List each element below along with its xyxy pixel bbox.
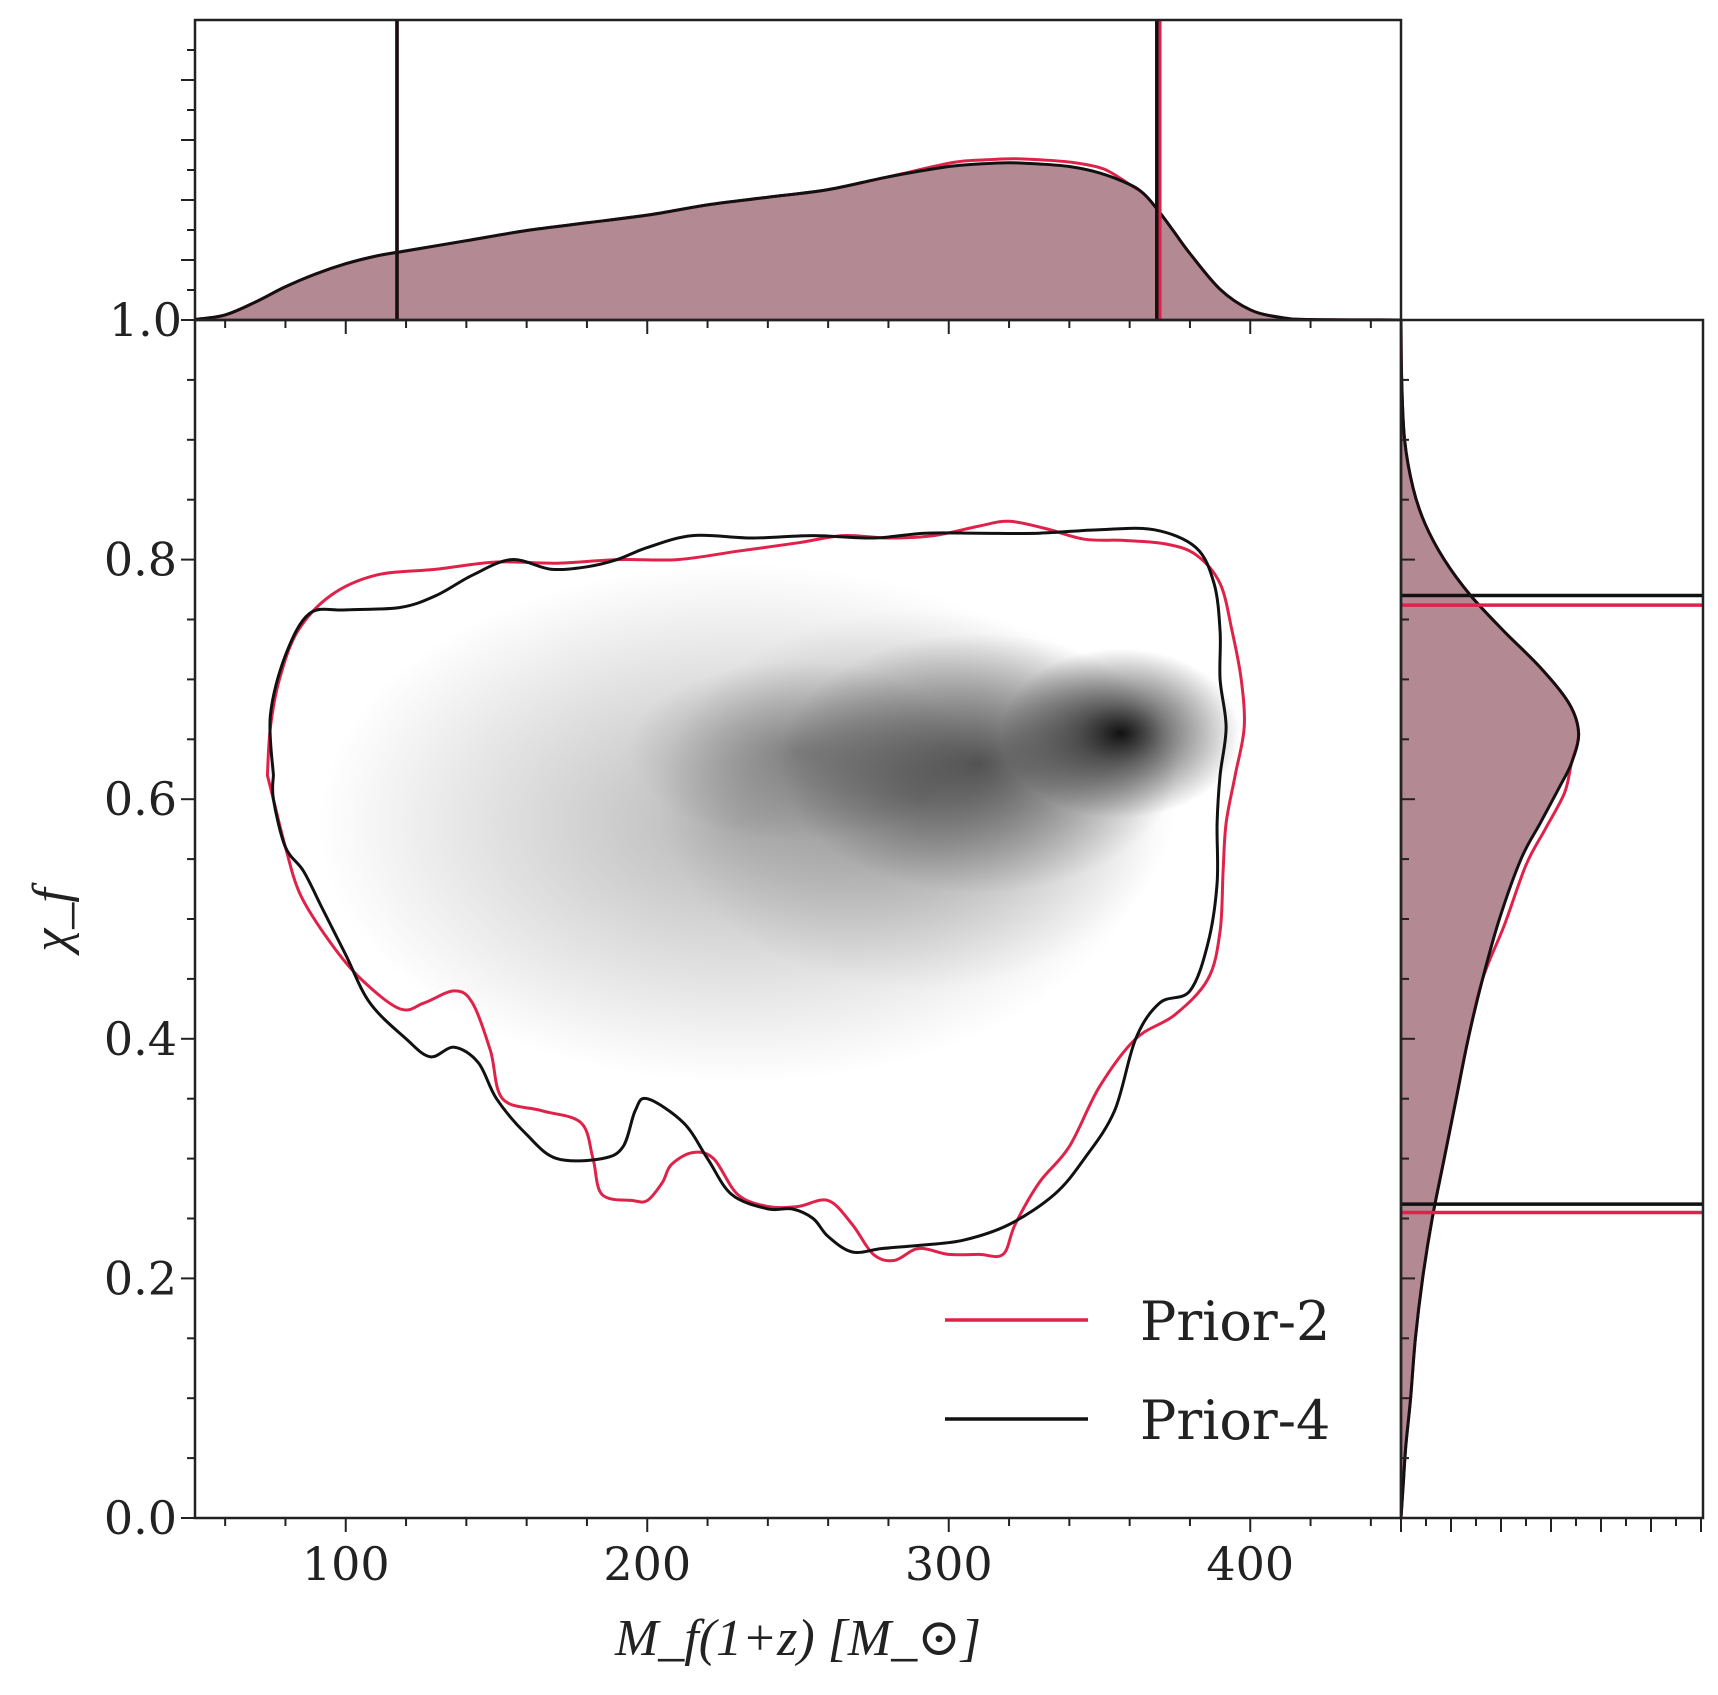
contour-group (265, 519, 1246, 1263)
y-tick-label: 0.0 (104, 1491, 177, 1545)
y-tick-label: 0.2 (104, 1251, 177, 1305)
legend: Prior-2 Prior-4 (945, 1290, 1330, 1452)
density-blob (1000, 648, 1241, 819)
x-tick-label: 100 (302, 1537, 390, 1591)
tick-group: 100 200 300 400 0.0 0.2 0.4 0.6 0.8 (104, 49, 1702, 1591)
x-tick-label: 300 (905, 1537, 993, 1591)
right-marginal-fill (1401, 320, 1579, 1518)
legend-label-prior-4: Prior-4 (1140, 1389, 1330, 1452)
legend-label-prior-2: Prior-2 (1140, 1290, 1330, 1353)
y-tick-label: 0.6 (104, 772, 177, 826)
x-tick-label: 400 (1206, 1537, 1294, 1591)
top-marginal-prior-4 (195, 161, 1401, 320)
top-marginal-fill (195, 162, 1401, 320)
density-heatmap (317, 563, 1241, 1084)
density-blob (628, 661, 968, 842)
top-y-tick-label: 1.0 (109, 293, 182, 347)
top-marginal (195, 20, 1401, 320)
y-axis-label: χ_f (23, 882, 80, 957)
x-tick-label: 200 (603, 1537, 691, 1591)
y-tick-label: 0.8 (104, 533, 177, 587)
contour-prior-2 (265, 519, 1246, 1263)
right-marginal-prior-4 (1401, 320, 1581, 1518)
contour-prior-4 (268, 526, 1228, 1254)
right-marginal (1401, 320, 1703, 1518)
x-axis-label: M_f(1+z) [M_⊙] (614, 1610, 981, 1667)
y-tick-label: 0.4 (104, 1012, 177, 1066)
